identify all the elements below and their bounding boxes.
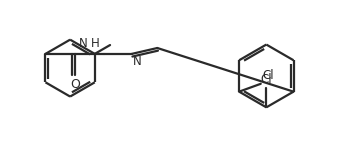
- Text: N: N: [79, 37, 88, 50]
- Text: O: O: [70, 78, 80, 91]
- Text: H: H: [91, 37, 99, 50]
- Text: Cl: Cl: [263, 69, 274, 82]
- Text: N: N: [133, 55, 141, 68]
- Text: Cl: Cl: [261, 73, 272, 86]
